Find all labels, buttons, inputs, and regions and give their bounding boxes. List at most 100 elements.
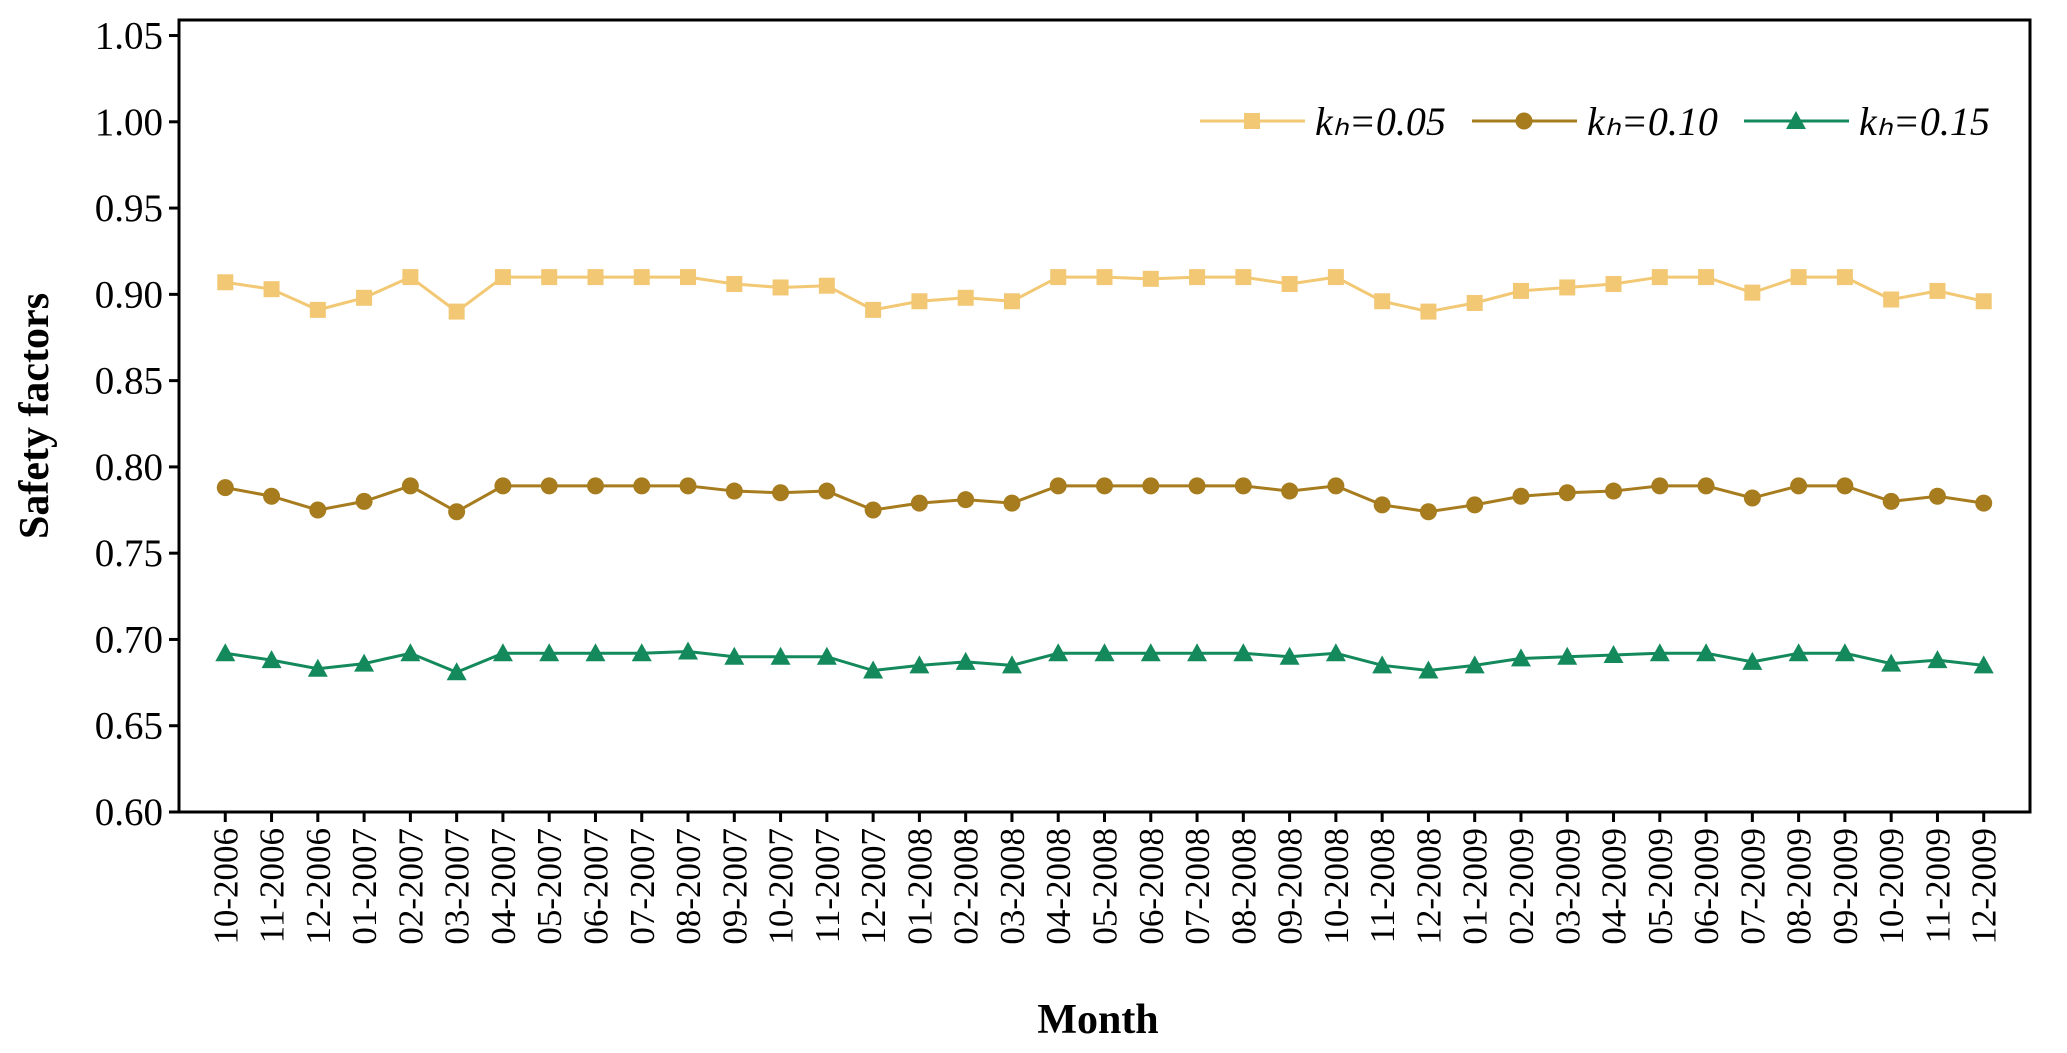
point [1050, 269, 1067, 286]
point [1742, 651, 1763, 670]
point [1418, 660, 1439, 679]
point [1373, 496, 1391, 514]
plot-frame [177, 18, 2032, 814]
point [1374, 293, 1391, 310]
point [1557, 646, 1578, 665]
x-tick-label: 01-2007 [345, 828, 384, 945]
point [1883, 291, 1900, 308]
point [1466, 496, 1484, 514]
point [1743, 489, 1761, 507]
y-tick-label: 0.80 [95, 446, 163, 489]
x-tick-label: 02-2009 [1502, 828, 1541, 945]
point [1975, 293, 1992, 310]
point [307, 658, 328, 677]
x-tick-label: 10-2007 [762, 828, 801, 945]
point [309, 501, 327, 519]
x-tick-label: 04-2009 [1595, 828, 1634, 945]
y-tick-label: 0.75 [95, 532, 163, 575]
legend-label: kₕ=0.15 [1859, 99, 1990, 144]
x-tick-label: 10-2008 [1317, 828, 1356, 945]
x-tick-label: 08-2009 [1780, 828, 1819, 945]
point [955, 651, 976, 670]
x-tick-label: 10-2009 [1872, 828, 1911, 945]
y-tick-label: 0.70 [95, 618, 163, 661]
x-tick-label: 02-2007 [391, 828, 430, 945]
point [864, 501, 882, 519]
point [494, 269, 511, 286]
point [354, 653, 375, 672]
point [1281, 482, 1299, 500]
point [1372, 655, 1393, 674]
x-tick-label: 11-2006 [253, 828, 292, 943]
point [1279, 646, 1300, 665]
x-tick-label: 03-2008 [993, 828, 1032, 945]
point [448, 503, 466, 521]
x-tick-label: 06-2007 [576, 828, 615, 945]
point [1744, 284, 1761, 301]
point [1234, 477, 1252, 495]
point [1881, 653, 1902, 672]
point [1142, 477, 1160, 495]
point [1834, 643, 1855, 662]
legend-label: kₕ=0.10 [1587, 99, 1718, 144]
point [1973, 655, 1994, 674]
x-tick-label: 08-2007 [669, 828, 708, 945]
point [448, 303, 465, 320]
point [772, 484, 790, 502]
x-tick-label: 09-2008 [1271, 828, 1310, 945]
point [1327, 269, 1344, 286]
point [631, 643, 652, 662]
x-tick-label: 01-2009 [1456, 828, 1495, 945]
y-tick-label: 1.05 [95, 15, 163, 58]
y-tick-label: 0.95 [95, 187, 163, 230]
y-tick-label: 1.00 [95, 101, 163, 144]
x-tick-label: 09-2007 [715, 828, 754, 945]
point [1605, 276, 1622, 292]
point [1094, 643, 1115, 662]
x-tick-label: 11-2007 [808, 828, 847, 943]
point [1558, 484, 1576, 502]
point [633, 477, 651, 495]
point [726, 276, 743, 292]
point [1882, 492, 1900, 510]
x-tick-label: 02-2008 [947, 828, 986, 945]
point [1927, 650, 1948, 669]
point [585, 643, 606, 662]
x-tick-label: 07-2007 [623, 828, 662, 945]
point [725, 482, 743, 500]
point [1327, 477, 1345, 495]
point [1325, 643, 1346, 662]
legend-label: kₕ=0.05 [1315, 99, 1446, 144]
point [1510, 648, 1531, 667]
point [1464, 655, 1485, 674]
point [818, 482, 836, 500]
point [1788, 643, 1809, 662]
x-tick-label: 07-2008 [1178, 828, 1217, 945]
point [1187, 643, 1208, 662]
point [1698, 269, 1715, 286]
point [1697, 477, 1715, 495]
point [216, 479, 234, 497]
point [355, 492, 373, 510]
point [263, 281, 280, 298]
legend-marker [1244, 113, 1260, 129]
point [1929, 282, 1946, 299]
x-tick-label: 12-2006 [299, 828, 338, 945]
x-tick-label: 09-2009 [1826, 828, 1865, 945]
x-tick-label: 04-2007 [484, 828, 523, 945]
y-tick-label: 0.65 [95, 705, 163, 748]
x-tick-label: 12-2007 [854, 828, 893, 945]
y-tick-label: 0.60 [95, 791, 163, 834]
point [356, 289, 373, 306]
point [400, 643, 421, 662]
point [1466, 294, 1483, 311]
y-axis-title: Safety factors [12, 293, 58, 539]
point [1696, 643, 1717, 662]
point [309, 301, 326, 318]
x-tick-label: 05-2008 [1086, 828, 1125, 945]
y-tick-label: 0.90 [95, 273, 163, 316]
x-tick-label: 08-2008 [1224, 828, 1263, 945]
point [1419, 503, 1437, 521]
point [1420, 303, 1437, 320]
point [1281, 276, 1298, 292]
